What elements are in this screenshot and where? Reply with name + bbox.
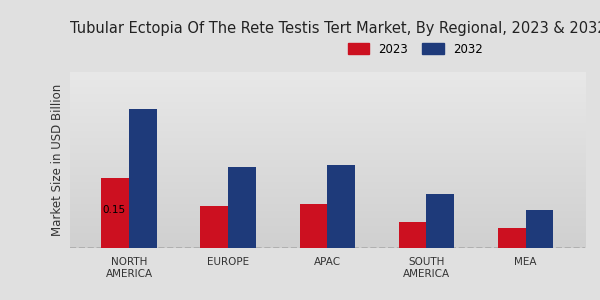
Bar xyxy=(427,194,454,248)
Bar xyxy=(299,204,327,248)
Legend: 2023, 2032: 2023, 2032 xyxy=(344,39,487,59)
Bar xyxy=(327,165,355,248)
Text: 0.15: 0.15 xyxy=(103,205,126,214)
Y-axis label: Market Size in USD Billion: Market Size in USD Billion xyxy=(51,84,64,236)
Bar xyxy=(398,222,427,248)
Text: Tubular Ectopia Of The Rete Testis Tert Market, By Regional, 2023 & 2032: Tubular Ectopia Of The Rete Testis Tert … xyxy=(70,21,600,36)
Bar xyxy=(498,228,526,248)
Bar xyxy=(200,206,228,248)
Bar xyxy=(129,109,157,248)
Bar xyxy=(526,210,553,248)
Bar xyxy=(101,178,129,248)
Bar xyxy=(228,167,256,248)
